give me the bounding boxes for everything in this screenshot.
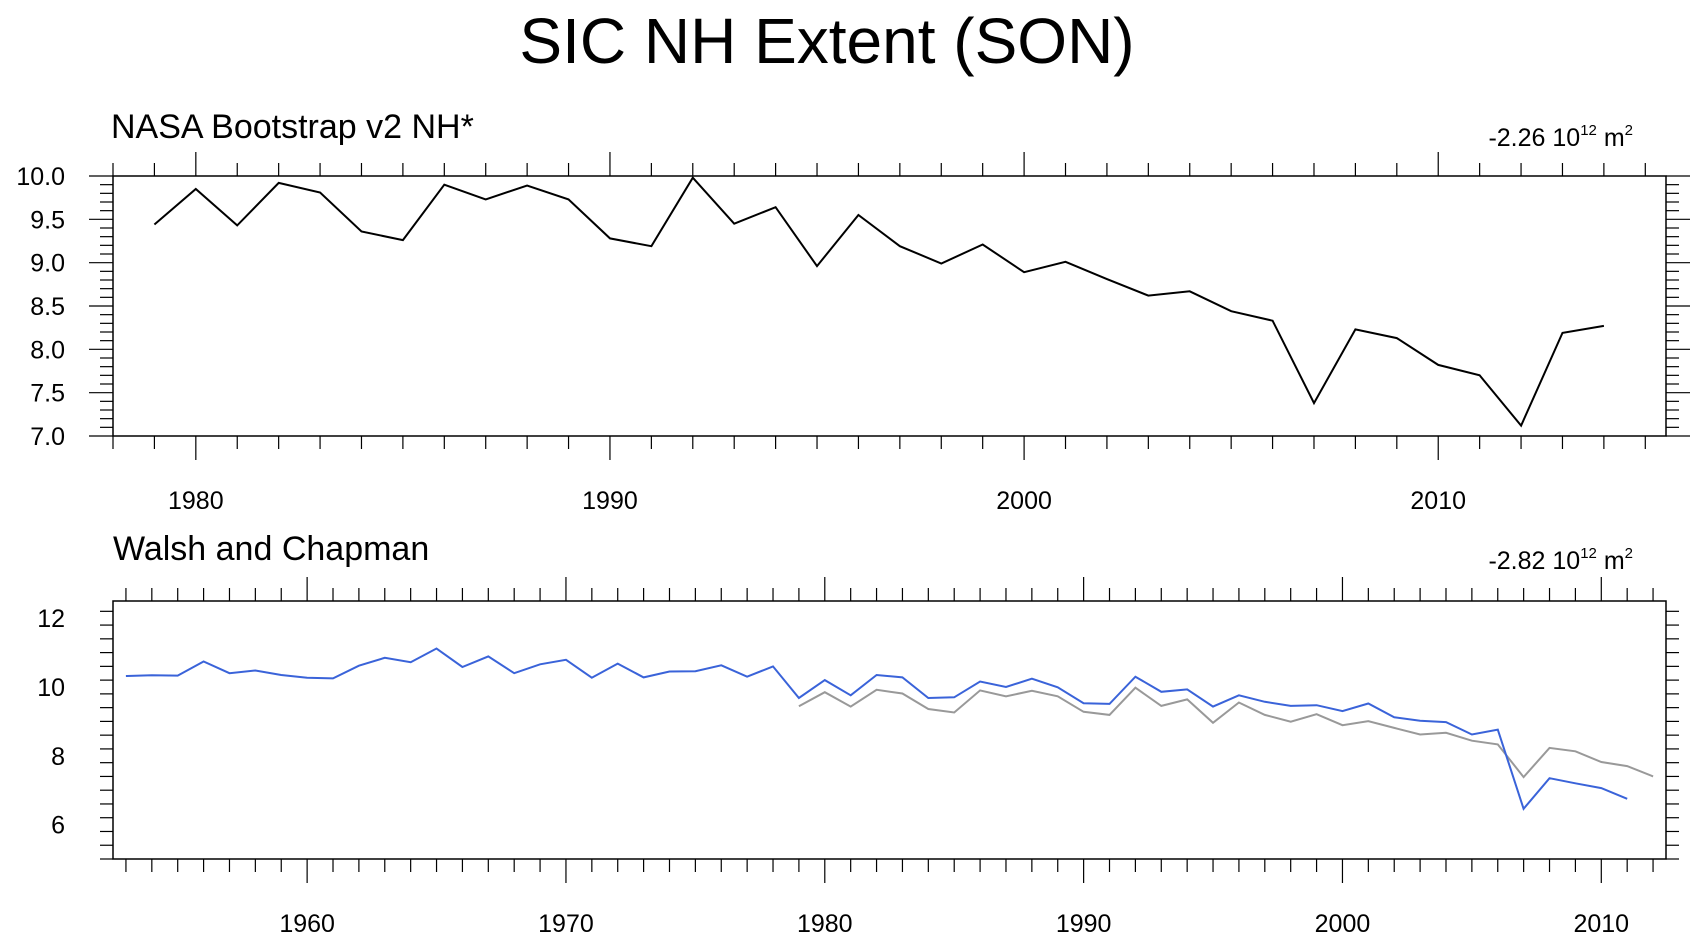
y-tick-label: 12 [37, 605, 65, 633]
series-lines [153, 176, 1605, 428]
x-tick-label: 1990 [582, 487, 638, 515]
x-tick-label: 2010 [1573, 910, 1629, 938]
tick-marks [89, 152, 1690, 460]
series-line [125, 647, 1628, 811]
y-tick-label: 7.0 [30, 423, 65, 451]
y-tick-label: 9.5 [30, 206, 65, 234]
y-tick-label: 10.0 [16, 163, 65, 191]
panel-title: NASA Bootstrap v2 NH* [111, 108, 474, 146]
y-tick-label: 8.5 [30, 293, 65, 321]
x-tick-label: 2000 [996, 487, 1052, 515]
panel-title: Walsh and Chapman [113, 530, 429, 568]
x-tick-label: 2000 [1315, 910, 1371, 938]
panel-walsh-chapman: Walsh and Chapman -2.82 1012 m2 1960 1970… [37, 530, 1679, 938]
x-tick-label: 1990 [1056, 910, 1112, 938]
plot-frame [112, 600, 1667, 860]
y-tick-label: 9.0 [30, 250, 65, 278]
y-tick-label: 6 [51, 812, 65, 840]
plot-frame [112, 175, 1667, 437]
x-tick-label: 1960 [279, 910, 335, 938]
y-tick-label: 8.0 [30, 336, 65, 364]
x-tick-label: 1980 [797, 910, 853, 938]
panel-nasa-bootstrap: NASA Bootstrap v2 NH* -2.26 1012 m2 1980… [16, 108, 1690, 515]
series-line [153, 176, 1605, 428]
trend-annotation: -2.26 1012 m2 [1488, 122, 1633, 152]
series-lines [125, 647, 1654, 811]
main-title: SIC NH Extent (SON) [519, 5, 1134, 77]
x-tick-label: 1980 [168, 487, 224, 515]
x-tick-label: 1970 [538, 910, 594, 938]
y-tick-label: 7.5 [30, 380, 65, 408]
tick-labels: 1980 1990 2000 2010 7.0 7.5 8.0 8.5 9.0 9.5 10.0 [16, 163, 1466, 515]
x-tick-label: 2010 [1410, 487, 1466, 515]
series-line [798, 686, 1654, 779]
trend-annotation: -2.82 1012 m2 [1488, 545, 1633, 575]
y-tick-label: 8 [51, 743, 65, 771]
tick-labels: 1960 1970 1980 1990 2000 2010 6 8 10 12 [37, 605, 1629, 938]
y-tick-label: 10 [37, 674, 65, 702]
tick-marks [100, 577, 1679, 883]
